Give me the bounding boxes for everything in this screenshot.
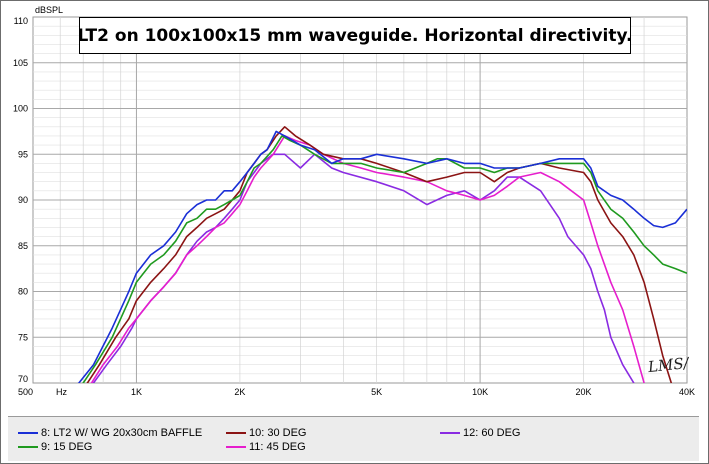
legend-item: 8: LT2 W/ WG 20x30cm BAFFLE (18, 427, 202, 439)
y-tick-label: 100 (13, 104, 28, 114)
x-tick-labels: 500 1K 2K 5K 10K 20K 40K (18, 387, 695, 397)
y-tick-labels: 110 105 100 95 90 85 80 75 70 (13, 16, 28, 384)
legend-label: 12: 60 DEG (463, 427, 521, 439)
y-tick-label: 105 (13, 58, 28, 68)
x-tick-label: 40K (679, 387, 695, 397)
legend-item: 9: 15 DEG (18, 441, 92, 453)
y-axis-label: dBSPL (35, 5, 63, 15)
legend-item: 12: 60 DEG (440, 427, 520, 439)
series-line-2 (85, 126, 673, 383)
legend: 8: LT2 W/ WG 20x30cm BAFFLE 9: 15 DEG 10: … (8, 416, 699, 461)
legend-item: 11: 45 DEG (226, 441, 306, 453)
legend-swatch (440, 432, 460, 434)
x-axis-unit-label: Hz (56, 387, 67, 397)
y-tick-label: 85 (18, 241, 28, 251)
series-line-0 (77, 130, 687, 383)
legend-label: 9: 15 DEG (41, 441, 93, 453)
x-tick-label: 1K (131, 387, 142, 397)
y-tick-label: 95 (18, 149, 28, 159)
x-tick-label: 500 (18, 387, 33, 397)
legend-swatch (226, 446, 246, 448)
chart-title: LT2 on 100x100x15 mm waveguide. Horizont… (78, 17, 632, 54)
legend-label: 8: LT2 W/ WG 20x30cm BAFFLE (41, 427, 203, 439)
y-tick-label: 75 (18, 332, 28, 342)
series-line-1 (81, 135, 687, 383)
y-tick-label: 110 (14, 16, 28, 26)
x-tick-label: 10K (472, 387, 488, 397)
x-tick-label: 5K (371, 387, 382, 397)
legend-swatch (18, 432, 38, 434)
y-tick-label: 90 (18, 195, 28, 205)
x-tick-label: 2K (234, 387, 245, 397)
legend-item: 10: 30 DEG (226, 427, 306, 439)
legend-label: 11: 45 DEG (249, 441, 306, 453)
y-tick-label: 80 (18, 287, 28, 297)
legend-label: 10: 30 DEG (249, 427, 307, 439)
legend-swatch (226, 432, 246, 434)
x-tick-label: 20K (576, 387, 592, 397)
legend-swatch (18, 446, 38, 448)
response-curves (77, 126, 687, 383)
y-tick-label: 70 (18, 374, 28, 384)
